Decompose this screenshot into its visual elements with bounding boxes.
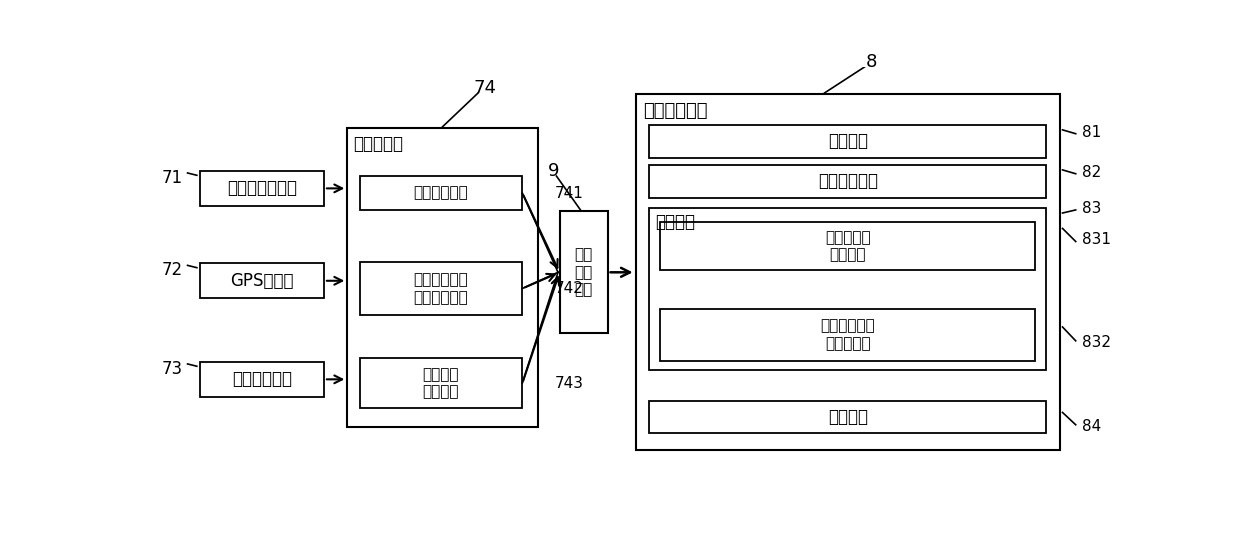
Text: 83: 83 bbox=[1081, 201, 1101, 216]
Bar bbox=[650, 401, 1047, 433]
Text: 显示装置: 显示装置 bbox=[828, 408, 868, 426]
Bar bbox=[360, 176, 522, 210]
Text: 73: 73 bbox=[161, 360, 184, 378]
Bar bbox=[650, 165, 1047, 197]
Text: 84: 84 bbox=[1081, 419, 1101, 434]
Text: 电机驱动升降
装置调控模块: 电机驱动升降 装置调控模块 bbox=[414, 272, 469, 305]
Bar bbox=[200, 361, 324, 397]
Text: 低速运动目标
物解算模块: 低速运动目标 物解算模块 bbox=[821, 319, 875, 351]
Bar bbox=[650, 208, 1047, 370]
Bar bbox=[360, 358, 522, 408]
Bar bbox=[200, 171, 324, 206]
Bar bbox=[660, 222, 1035, 270]
Text: 831: 831 bbox=[1081, 232, 1111, 247]
Text: 三维数字罗盘: 三维数字罗盘 bbox=[232, 370, 291, 388]
Text: 数据处理系统: 数据处理系统 bbox=[644, 102, 708, 121]
Text: 无线
通信
模块: 无线 通信 模块 bbox=[574, 247, 593, 297]
Bar bbox=[559, 211, 608, 333]
Text: 742: 742 bbox=[556, 281, 584, 296]
Text: 8: 8 bbox=[866, 53, 877, 71]
Text: 测量控制器: 测量控制器 bbox=[353, 135, 403, 153]
Bar bbox=[635, 95, 1060, 450]
Text: 同步模块: 同步模块 bbox=[828, 132, 868, 151]
Text: 轮廓形成模块: 轮廓形成模块 bbox=[818, 172, 878, 191]
Bar bbox=[650, 125, 1047, 157]
Text: 9: 9 bbox=[548, 162, 559, 181]
Bar bbox=[347, 128, 538, 427]
Text: 72: 72 bbox=[161, 261, 184, 279]
Bar bbox=[660, 309, 1035, 361]
Text: 静态目标物
解算模块: 静态目标物 解算模块 bbox=[825, 230, 870, 262]
Text: 832: 832 bbox=[1081, 335, 1111, 350]
Text: GPS定位仪: GPS定位仪 bbox=[231, 272, 294, 290]
Text: 旋转电机
调控模块: 旋转电机 调控模块 bbox=[423, 367, 459, 399]
Bar bbox=[360, 261, 522, 315]
Text: 74: 74 bbox=[474, 80, 497, 97]
Bar bbox=[200, 263, 324, 299]
Text: 三维激光扫描仪: 三维激光扫描仪 bbox=[227, 180, 296, 197]
Text: 信息传送模块: 信息传送模块 bbox=[414, 186, 469, 201]
Text: 82: 82 bbox=[1081, 165, 1101, 180]
Text: 743: 743 bbox=[556, 376, 584, 391]
Text: 81: 81 bbox=[1081, 125, 1101, 140]
Text: 解算模块: 解算模块 bbox=[656, 214, 696, 231]
Text: 71: 71 bbox=[161, 168, 184, 187]
Text: 741: 741 bbox=[556, 186, 584, 201]
